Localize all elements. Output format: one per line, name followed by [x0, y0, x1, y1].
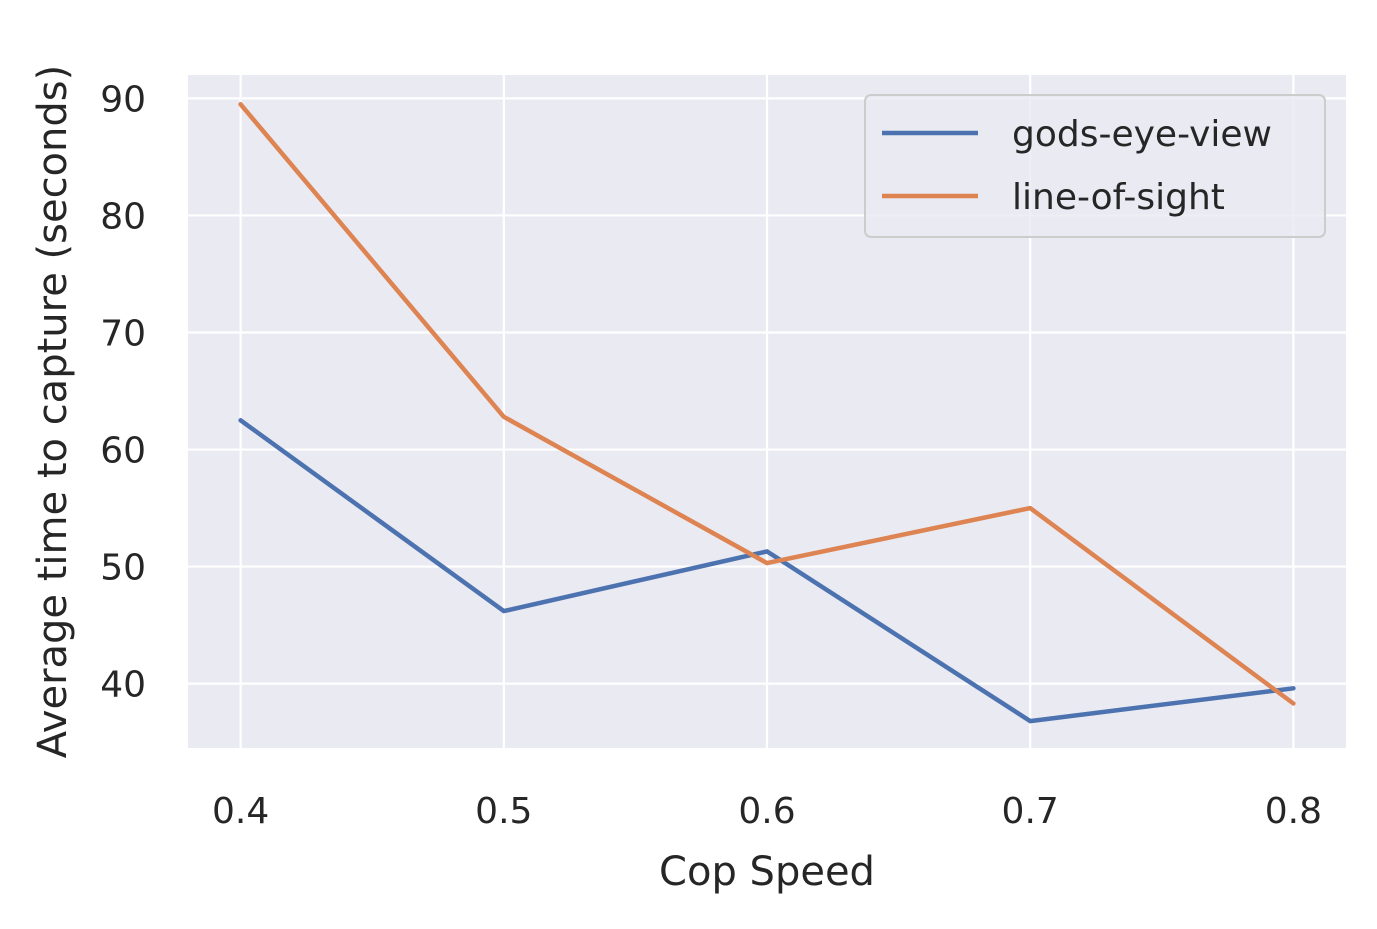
- series-line-gods-eye-view: [238, 418, 1296, 724]
- tick-labels: 0.4 0.5 0.6 0.7 0.8 40 50 60 70 80 90: [100, 79, 1322, 832]
- y-tick-label: 40: [100, 665, 146, 706]
- x-tick-label: 0.4: [212, 791, 269, 832]
- x-tick-label: 0.7: [1002, 791, 1059, 832]
- legend: gods-eye-view line-of-sight: [864, 94, 1326, 238]
- y-axis-label: Average time to capture (seconds): [30, 65, 76, 758]
- y-tick-label: 90: [100, 79, 146, 120]
- x-axis-label: Cop Speed: [659, 849, 875, 895]
- y-tick-label: 50: [100, 548, 146, 589]
- y-tick-label: 60: [100, 431, 146, 472]
- x-tick-label: 0.6: [738, 791, 795, 832]
- legend-frame: [864, 94, 1326, 238]
- y-tick-label: 80: [100, 196, 146, 237]
- series-line-line-of-sight: [238, 102, 1296, 706]
- legend-label-gods-eye-view: gods-eye-view: [1012, 114, 1272, 155]
- series-lines: [238, 102, 1296, 724]
- y-tick-label: 70: [100, 313, 146, 354]
- legend-label-line-of-sight: line-of-sight: [1012, 177, 1225, 218]
- x-tick-label: 0.5: [475, 791, 532, 832]
- x-tick-label: 0.8: [1265, 791, 1322, 832]
